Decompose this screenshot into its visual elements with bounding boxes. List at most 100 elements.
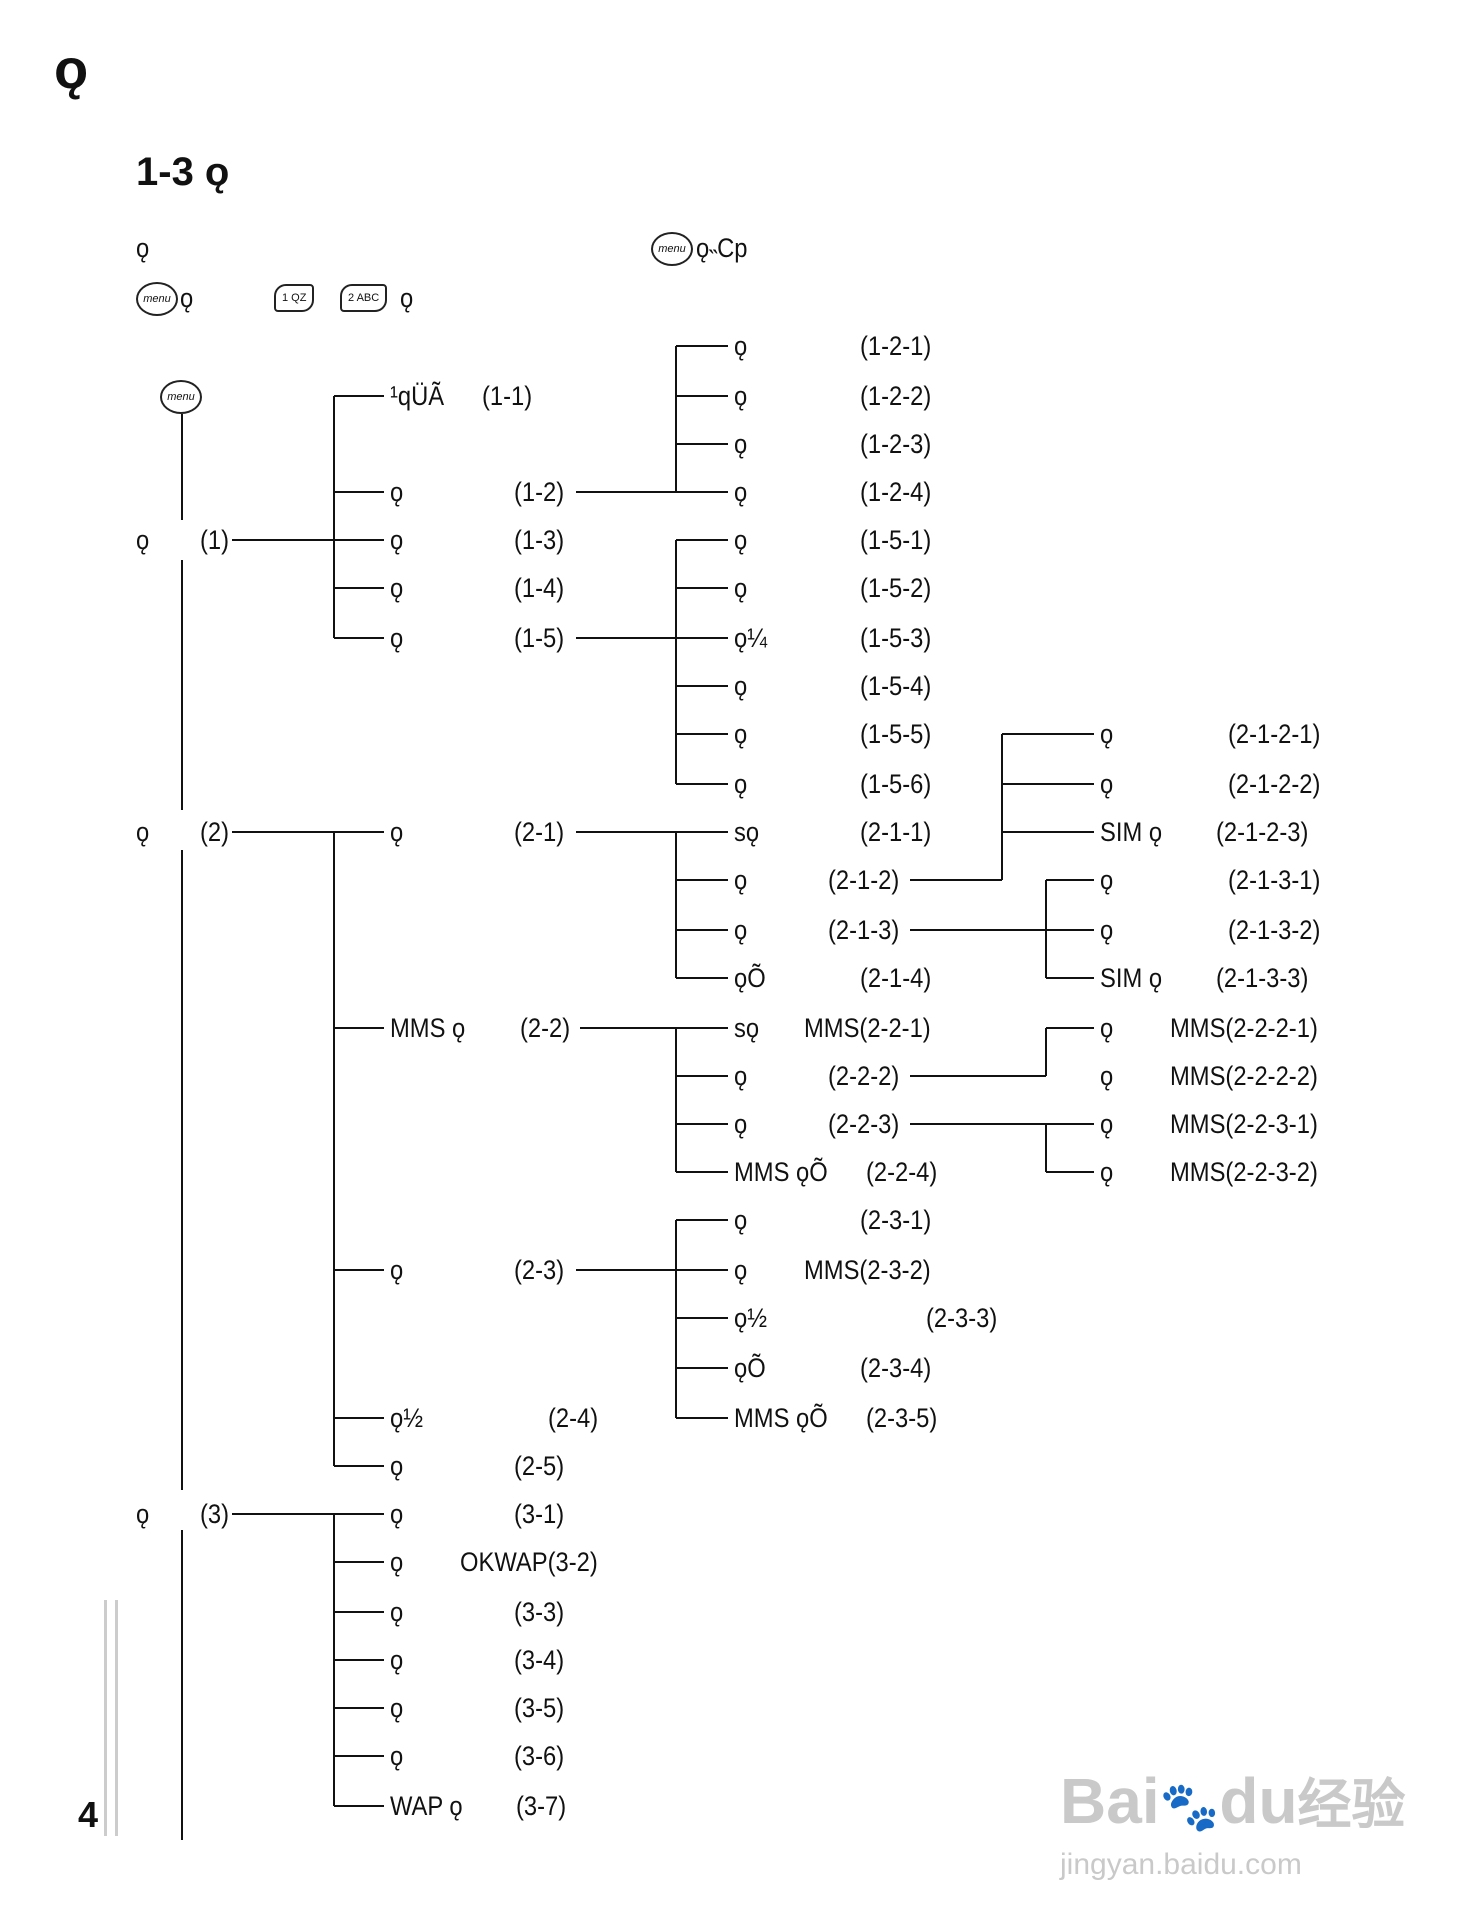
submenu-item-code: (2-1-3): [828, 914, 899, 946]
submenu-item-label: ǫ: [734, 1108, 747, 1140]
submenu-item-label: ǫ: [734, 864, 747, 896]
leaf-item-code: MMS(2-2-3-1): [1170, 1108, 1318, 1140]
menu-item-label: ǫ: [390, 1644, 403, 1676]
menu-item-label: WAP ǫ: [390, 1790, 463, 1822]
page-number: 4: [78, 1794, 98, 1836]
submenu-item-label: ǫ: [734, 572, 747, 604]
submenu-item-code: (2-3-5): [866, 1402, 937, 1434]
submenu-item-code: MMS(2-3-2): [804, 1254, 931, 1286]
leaf-item-code: MMS(2-2-2-1): [1170, 1012, 1318, 1044]
level1-code: (3): [200, 1498, 229, 1530]
leaf-item-label: ǫ: [1100, 1108, 1113, 1140]
menu-item-label: ¹qÜÃ: [390, 380, 444, 412]
tree-root-menu-icon: menu: [160, 380, 202, 414]
leaf-item-label: ǫ: [1100, 864, 1113, 896]
leaf-item-code: (2-1-3-2): [1228, 914, 1320, 946]
leaf-item-label: ǫ: [1100, 914, 1113, 946]
level1-code: (2): [200, 816, 229, 848]
menu-item-code: (1-2): [514, 476, 564, 508]
leaf-item-label: ǫ: [1100, 1156, 1113, 1188]
level1-label: ǫ: [136, 816, 149, 848]
level1-label: ǫ: [136, 1498, 149, 1530]
submenu-item-label: ǫ: [734, 1254, 747, 1286]
watermark-brand: Bai🐾du经验: [1060, 1760, 1406, 1839]
submenu-item-label: ǫ: [734, 476, 747, 508]
menu-item-code: (1-3): [514, 524, 564, 556]
leaf-item-code: MMS(2-2-3-2): [1170, 1156, 1318, 1188]
submenu-item-code: (1-5-1): [860, 524, 931, 556]
submenu-item-label: ǫÕ: [734, 962, 766, 994]
leaf-item-code: (2-1-3-1): [1228, 864, 1320, 896]
watermark-brand-part1: Bai: [1060, 1765, 1160, 1837]
submenu-item-label: sǫ: [734, 816, 759, 848]
menu-item-label: ǫ: [390, 524, 403, 556]
submenu-item-label: ǫ: [734, 1060, 747, 1092]
menu-item-label: ǫ: [390, 572, 403, 604]
submenu-item-label: ǫ: [734, 380, 747, 412]
menu-item-label: ǫ: [390, 622, 403, 654]
menu-item-code: (3-4): [514, 1644, 564, 1676]
menu-item-code: (2-3): [514, 1254, 564, 1286]
menu-item-label: ǫ: [390, 1498, 403, 1530]
submenu-item-label: MMS ǫÕ: [734, 1402, 828, 1434]
submenu-item-code: (2-1-4): [860, 962, 931, 994]
submenu-item-code: (2-3-4): [860, 1352, 931, 1384]
submenu-item-label: ǫ: [734, 768, 747, 800]
menu-item-label: MMS ǫ: [390, 1012, 465, 1044]
leaf-item-code: (2-1-2-1): [1228, 718, 1320, 750]
submenu-item-code: (2-3-1): [860, 1204, 931, 1236]
submenu-item-label: ǫ: [734, 1204, 747, 1236]
menu-item-code: (3-7): [516, 1790, 566, 1822]
submenu-item-label: sǫ: [734, 1012, 759, 1044]
menu-item-code: (3-3): [514, 1596, 564, 1628]
submenu-item-code: (1-2-3): [860, 428, 931, 460]
level1-label: ǫ: [136, 524, 149, 556]
menu-item-code: OKWAP(3-2): [460, 1546, 598, 1578]
watermark-brand-part3: 经验: [1298, 1775, 1406, 1835]
menu-item-code: (1-5): [514, 622, 564, 654]
submenu-item-code: (1-5-6): [860, 768, 931, 800]
menu-item-label: ǫ: [390, 1692, 403, 1724]
submenu-item-code: (1-5-2): [860, 572, 931, 604]
submenu-item-label: ǫ: [734, 330, 747, 362]
leaf-item-code: (2-1-2-2): [1228, 768, 1320, 800]
menu-item-label: ǫ: [390, 816, 403, 848]
watermark-brand-part2: du: [1219, 1765, 1297, 1837]
submenu-item-label: ǫ: [734, 524, 747, 556]
submenu-item-code: (1-5-5): [860, 718, 931, 750]
menu-item-code: (2-5): [514, 1450, 564, 1482]
submenu-item-code: (2-1-2): [828, 864, 899, 896]
menu-item-code: (1-4): [514, 572, 564, 604]
menu-item-code: (3-6): [514, 1740, 564, 1772]
submenu-item-code: (2-1-1): [860, 816, 931, 848]
menu-item-label: ǫ: [390, 476, 403, 508]
menu-item-label: ǫ: [390, 1740, 403, 1772]
menu-item-code: (2-1): [514, 816, 564, 848]
submenu-item-label: ǫÕ: [734, 1352, 766, 1384]
leaf-item-label: ǫ: [1100, 1060, 1113, 1092]
watermark-paw-icon: 🐾: [1160, 1781, 1220, 1834]
submenu-item-code: (1-2-1): [860, 330, 931, 362]
submenu-item-label: ǫ: [734, 914, 747, 946]
leaf-item-code: MMS(2-2-2-2): [1170, 1060, 1318, 1092]
menu-item-label: ǫ: [390, 1546, 403, 1578]
menu-item-label: ǫ: [390, 1450, 403, 1482]
leaf-item-label: ǫ: [1100, 1012, 1113, 1044]
submenu-item-code: (1-2-2): [860, 380, 931, 412]
submenu-item-code: (2-2-3): [828, 1108, 899, 1140]
menu-item-label: ǫ: [390, 1254, 403, 1286]
submenu-item-code: (2-2-2): [828, 1060, 899, 1092]
level1-code: (1): [200, 524, 229, 556]
submenu-item-code: (2-3-3): [926, 1302, 997, 1334]
menu-item-label: ǫ: [390, 1596, 403, 1628]
watermark-url: jingyan.baidu.com: [1060, 1848, 1302, 1882]
leaf-item-label: ǫ: [1100, 718, 1113, 750]
submenu-item-code: (2-2-4): [866, 1156, 937, 1188]
menu-item-code: (3-5): [514, 1692, 564, 1724]
submenu-item-code: (1-5-4): [860, 670, 931, 702]
submenu-item-label: ǫ: [734, 670, 747, 702]
leaf-item-label: SIM ǫ: [1100, 816, 1162, 848]
submenu-item-code: MMS(2-2-1): [804, 1012, 931, 1044]
leaf-item-label: SIM ǫ: [1100, 962, 1162, 994]
submenu-item-label: ǫ: [734, 428, 747, 460]
